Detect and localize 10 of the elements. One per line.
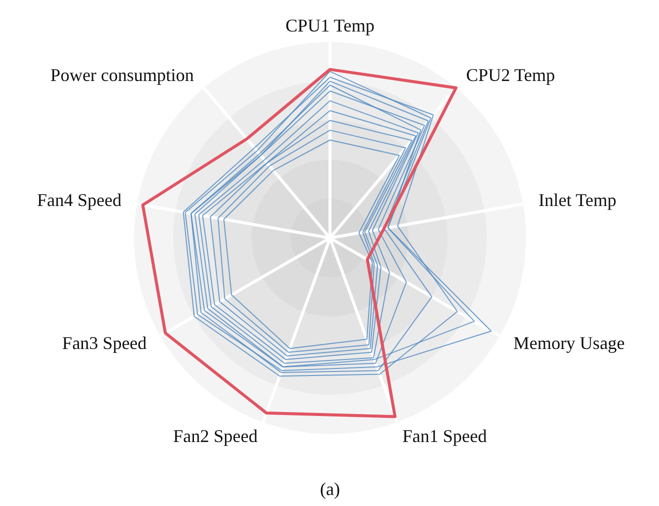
spoke-label: Memory Usage (513, 332, 625, 353)
spoke-label: Power consumption (50, 64, 194, 85)
text: (a) (320, 479, 340, 499)
spoke-label: Fan2 Speed (173, 426, 258, 446)
spoke-label: Inlet Temp (538, 190, 616, 210)
spoke-label: Fan1 Speed (402, 426, 487, 446)
spoke-label: CPU2 Temp (466, 64, 555, 85)
spoke-label: CPU1 Temp (286, 15, 374, 36)
spoke-label: Fan3 Speed (62, 332, 147, 353)
spoke-label: Fan4 Speed (37, 190, 122, 210)
